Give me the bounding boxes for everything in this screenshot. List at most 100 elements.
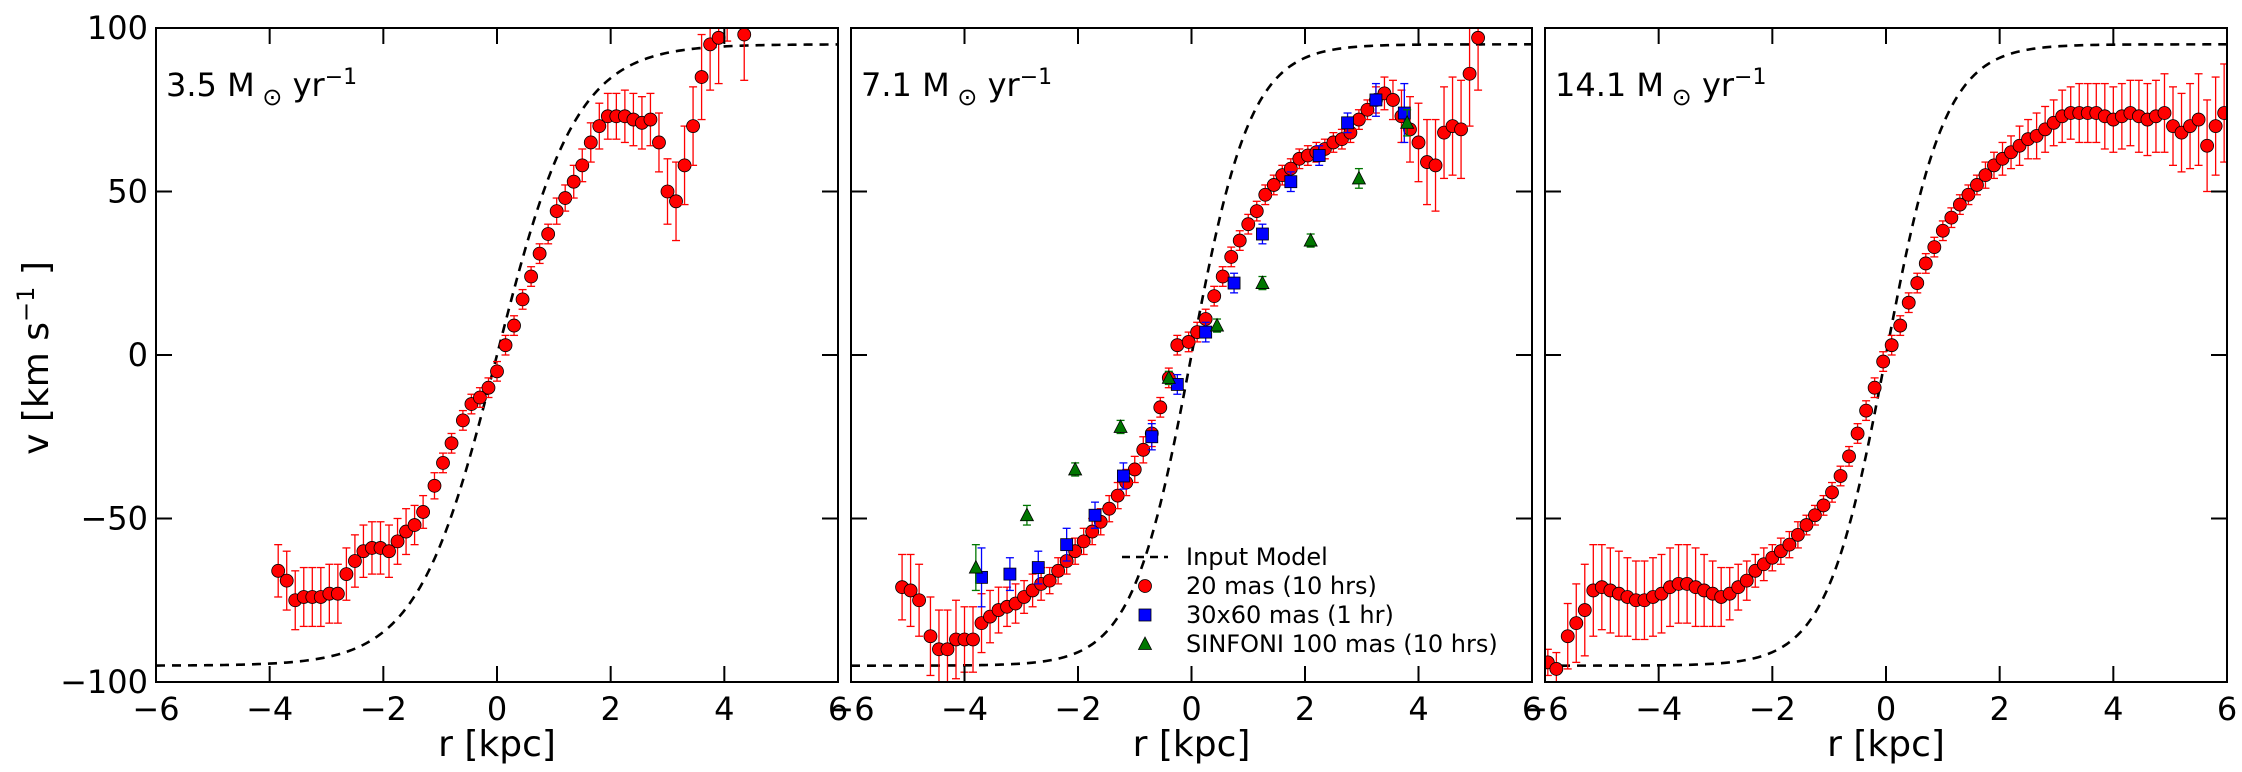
legend-entry: SINFONI 100 mas (10 hrs)	[1137, 630, 1498, 658]
legend-marker	[1137, 636, 1153, 650]
data-point	[507, 318, 521, 333]
data-point	[1117, 469, 1130, 483]
data-point	[643, 112, 658, 127]
data-point	[1833, 469, 1848, 483]
x-tick-label: 4	[1408, 690, 1428, 728]
legend-label: Input Model	[1186, 543, 1328, 571]
data-point	[1256, 227, 1269, 241]
data-point	[1850, 426, 1865, 441]
data-points	[1545, 63, 2227, 682]
y-tick-label: −50	[80, 500, 148, 538]
data-point	[968, 559, 984, 574]
data-point	[1042, 573, 1057, 588]
data-point	[1145, 430, 1159, 444]
data-point	[348, 554, 362, 568]
data-point	[1227, 276, 1241, 290]
data-point	[541, 227, 556, 241]
data-point	[1303, 232, 1318, 247]
legend-marker	[1138, 579, 1152, 593]
data-point	[1019, 507, 1035, 522]
y-tick-label: 50	[107, 173, 148, 211]
data-point	[271, 563, 286, 578]
data-point	[1386, 93, 1400, 107]
x-tick-label: −6	[1521, 690, 1568, 728]
data-point	[940, 642, 955, 657]
legend-entry: 30x60 mas (1 hr)	[1138, 601, 1394, 629]
data-point	[1199, 325, 1213, 339]
data-point	[407, 518, 422, 532]
data-points	[271, 28, 752, 631]
data-point	[1207, 289, 1222, 304]
data-point	[1399, 114, 1415, 129]
data-point	[1088, 508, 1102, 522]
data-point	[1859, 403, 1874, 418]
legend-label: 20 mas (10 hrs)	[1186, 572, 1377, 600]
data-point	[923, 629, 938, 644]
x-tick-label: 2	[1989, 690, 2009, 728]
data-point	[912, 593, 926, 608]
data-point	[416, 505, 431, 519]
legend-entry: Input Model	[1122, 543, 1328, 571]
data-point	[1312, 149, 1326, 162]
data-point	[524, 269, 538, 284]
x-tick-label: 4	[2103, 690, 2123, 728]
data-point	[903, 583, 918, 598]
data-point	[1284, 175, 1298, 189]
data-point	[382, 544, 396, 559]
x-tick-label: −2	[1749, 690, 1796, 728]
data-point	[1918, 256, 1933, 271]
panel-label: 3.5 M ⊙ yr−1	[166, 65, 357, 111]
data-point	[1241, 217, 1256, 232]
data-point	[532, 246, 547, 261]
x-tick-label: 6	[828, 690, 848, 728]
axes-frame	[155, 27, 839, 683]
data-point	[1927, 240, 1942, 254]
data-point	[1549, 662, 1564, 676]
data-point	[2191, 112, 2206, 127]
data-point	[330, 586, 345, 601]
x-tick-label: 0	[1181, 690, 1201, 728]
data-point	[1901, 295, 1916, 310]
data-point	[390, 534, 405, 549]
data-point	[1560, 629, 1575, 644]
data-point	[686, 119, 700, 133]
data-point	[1577, 603, 1592, 617]
data-point	[1454, 122, 1468, 137]
data-point	[1255, 275, 1270, 289]
data-point	[1569, 616, 1584, 631]
data-point	[575, 158, 590, 173]
y-tick-label: −100	[60, 663, 148, 701]
x-tick-label: 2	[1295, 690, 1315, 728]
data-point	[1232, 233, 1247, 248]
data-points	[895, 28, 1485, 682]
panel-2: −6 −4 −2 0 2 4 6 r [kpc] 7.1 M ⊙ yr−1 Input Model…	[827, 27, 1542, 765]
data-point	[660, 184, 675, 199]
data-point	[1249, 204, 1264, 219]
panel-3: −6 −4 −2 0 2 4 6 r [kpc] 14.1 M ⊙ yr−1	[1521, 27, 2237, 765]
data-point	[652, 135, 666, 150]
data-point	[1782, 537, 1797, 552]
series-triangle	[968, 109, 1415, 592]
x-tick-label: −4	[941, 690, 988, 728]
data-point	[1884, 338, 1899, 353]
legend-label: 30x60 mas (1 hr)	[1186, 601, 1394, 629]
x-tick-label: −4	[1635, 690, 1682, 728]
data-point	[1153, 400, 1168, 415]
data-point	[1876, 354, 1891, 369]
data-point	[1842, 449, 1856, 464]
data-point	[1127, 462, 1142, 477]
data-point	[1369, 93, 1383, 107]
x-tick-label: −6	[827, 690, 874, 728]
panel-1: −6 −4 −2 0 2 4 6 −100 −50 0 50 100 r [kpc] 3.5 M ⊙ yr…	[60, 9, 848, 765]
data-point	[1076, 534, 1091, 549]
data-point	[1462, 66, 1477, 81]
data-point	[694, 70, 709, 84]
data-point	[1970, 178, 1984, 192]
data-point	[1411, 135, 1426, 150]
series-circle	[271, 28, 752, 631]
data-point	[1113, 419, 1128, 433]
legend-marker	[1138, 608, 1152, 622]
panel-label: 7.1 M ⊙ yr−1	[861, 65, 1052, 111]
data-point	[1170, 338, 1185, 353]
data-point	[1816, 498, 1831, 513]
